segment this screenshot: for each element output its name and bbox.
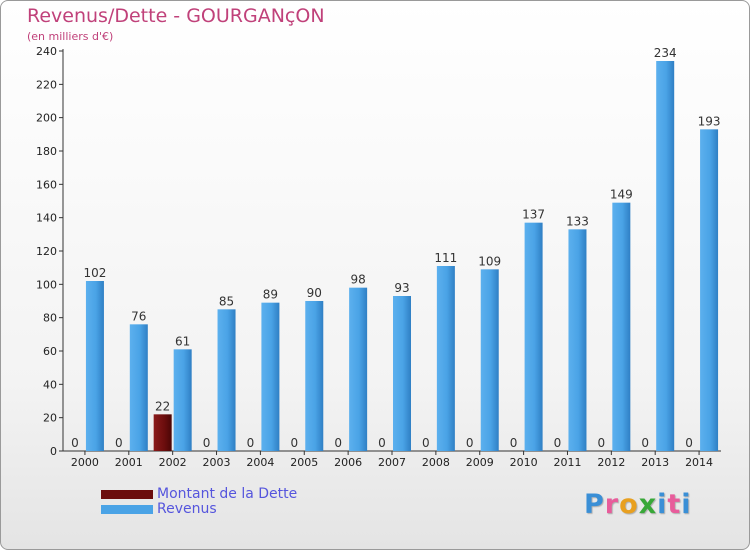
debt-bar — [153, 414, 172, 451]
revenue-value-label: 149 — [610, 188, 633, 202]
x-tick-label: 2002 — [159, 456, 187, 469]
logo-letter: x — [638, 489, 658, 520]
x-tick-label: 2010 — [510, 456, 538, 469]
x-tick-label: 2000 — [71, 456, 99, 469]
revenue-bar — [217, 309, 236, 451]
debt-value-label: 0 — [685, 436, 693, 450]
y-tick-label: 160 — [36, 178, 57, 191]
legend-swatch-revenue — [101, 505, 153, 514]
y-tick-label: 0 — [50, 445, 57, 458]
legend-label-revenue: Revenus — [157, 501, 217, 517]
debt-value-label: 0 — [598, 436, 606, 450]
revenue-bar — [524, 222, 543, 451]
y-tick-label: 240 — [36, 45, 57, 58]
x-tick-label: 2001 — [115, 456, 143, 469]
y-tick-label: 220 — [36, 78, 57, 91]
revenue-value-label: 137 — [522, 208, 545, 222]
chart-title: Revenus/Dette - GOURGANçON — [27, 5, 325, 27]
x-tick-label: 2009 — [466, 456, 494, 469]
x-tick-label: 2008 — [422, 456, 450, 469]
y-tick-label: 40 — [43, 378, 57, 391]
revenue-bar — [612, 202, 631, 451]
x-tick-label: 2003 — [203, 456, 231, 469]
debt-value-label: 0 — [290, 436, 298, 450]
revenue-value-label: 193 — [698, 114, 721, 128]
x-tick-label: 2007 — [378, 456, 406, 469]
revenue-value-label: 98 — [350, 273, 365, 287]
logo-letter: t — [667, 489, 682, 520]
y-tick-label: 80 — [43, 312, 57, 325]
revenue-bar — [480, 269, 499, 451]
debt-value-label: 0 — [641, 436, 649, 450]
revenue-bar — [349, 287, 368, 451]
revenue-value-label: 93 — [394, 281, 409, 295]
logo-letter: o — [619, 489, 639, 520]
debt-value-label: 0 — [554, 436, 562, 450]
revenue-value-label: 234 — [654, 46, 677, 60]
revenue-value-label: 76 — [131, 309, 146, 323]
debt-value-label: 0 — [334, 436, 342, 450]
revenue-bar — [261, 302, 280, 451]
debt-value-label: 0 — [115, 436, 123, 450]
revenue-value-label: 133 — [566, 214, 589, 228]
x-tick-label: 2011 — [553, 456, 581, 469]
revenue-value-label: 109 — [478, 254, 501, 268]
revenue-value-label: 102 — [83, 266, 106, 280]
logo-letter: i — [657, 489, 668, 520]
revenue-bar — [436, 266, 455, 451]
revenue-bar — [568, 229, 587, 451]
revenue-bar — [129, 324, 148, 451]
revenue-bar — [700, 129, 719, 452]
debt-value-label: 0 — [422, 436, 430, 450]
revenue-value-label: 85 — [219, 294, 234, 308]
revenue-bar — [393, 296, 411, 451]
revenue-bar — [85, 281, 104, 451]
y-tick-label: 140 — [36, 212, 57, 225]
y-tick-label: 180 — [36, 145, 57, 158]
y-tick-label: 20 — [43, 412, 57, 425]
debt-value-label: 0 — [510, 436, 518, 450]
proxiti-logo: Proxiti — [584, 489, 692, 520]
chart-subtitle: (en milliers d'€) — [27, 30, 114, 43]
debt-value-label: 22 — [155, 399, 170, 413]
revenue-value-label: 61 — [175, 334, 190, 348]
x-tick-label: 2005 — [290, 456, 318, 469]
revenue-value-label: 89 — [263, 288, 278, 302]
revenue-value-label: 111 — [434, 251, 457, 265]
legend-label-debt: Montant de la Dette — [157, 486, 298, 502]
x-tick-label: 2013 — [641, 456, 669, 469]
x-tick-label: 2006 — [334, 456, 362, 469]
revenue-bar — [173, 349, 192, 451]
revenue-bar — [305, 301, 324, 451]
y-tick-label: 200 — [36, 112, 57, 125]
y-tick-label: 60 — [43, 345, 57, 358]
y-tick-label: 100 — [36, 278, 57, 291]
y-tick-label: 120 — [36, 245, 57, 258]
x-tick-label: 2014 — [685, 456, 713, 469]
debt-value-label: 0 — [203, 436, 211, 450]
logo-letter: r — [604, 489, 620, 520]
legend-swatch-debt — [101, 490, 153, 499]
debt-value-label: 0 — [71, 436, 79, 450]
debt-value-label: 0 — [378, 436, 386, 450]
revenue-value-label: 90 — [307, 286, 322, 300]
logo-letter: P — [584, 489, 605, 520]
debt-value-label: 0 — [466, 436, 474, 450]
x-tick-label: 2004 — [246, 456, 274, 469]
debt-value-label: 0 — [247, 436, 255, 450]
x-tick-label: 2012 — [597, 456, 625, 469]
revenue-bar — [656, 61, 675, 451]
logo-letter: i — [681, 489, 692, 520]
